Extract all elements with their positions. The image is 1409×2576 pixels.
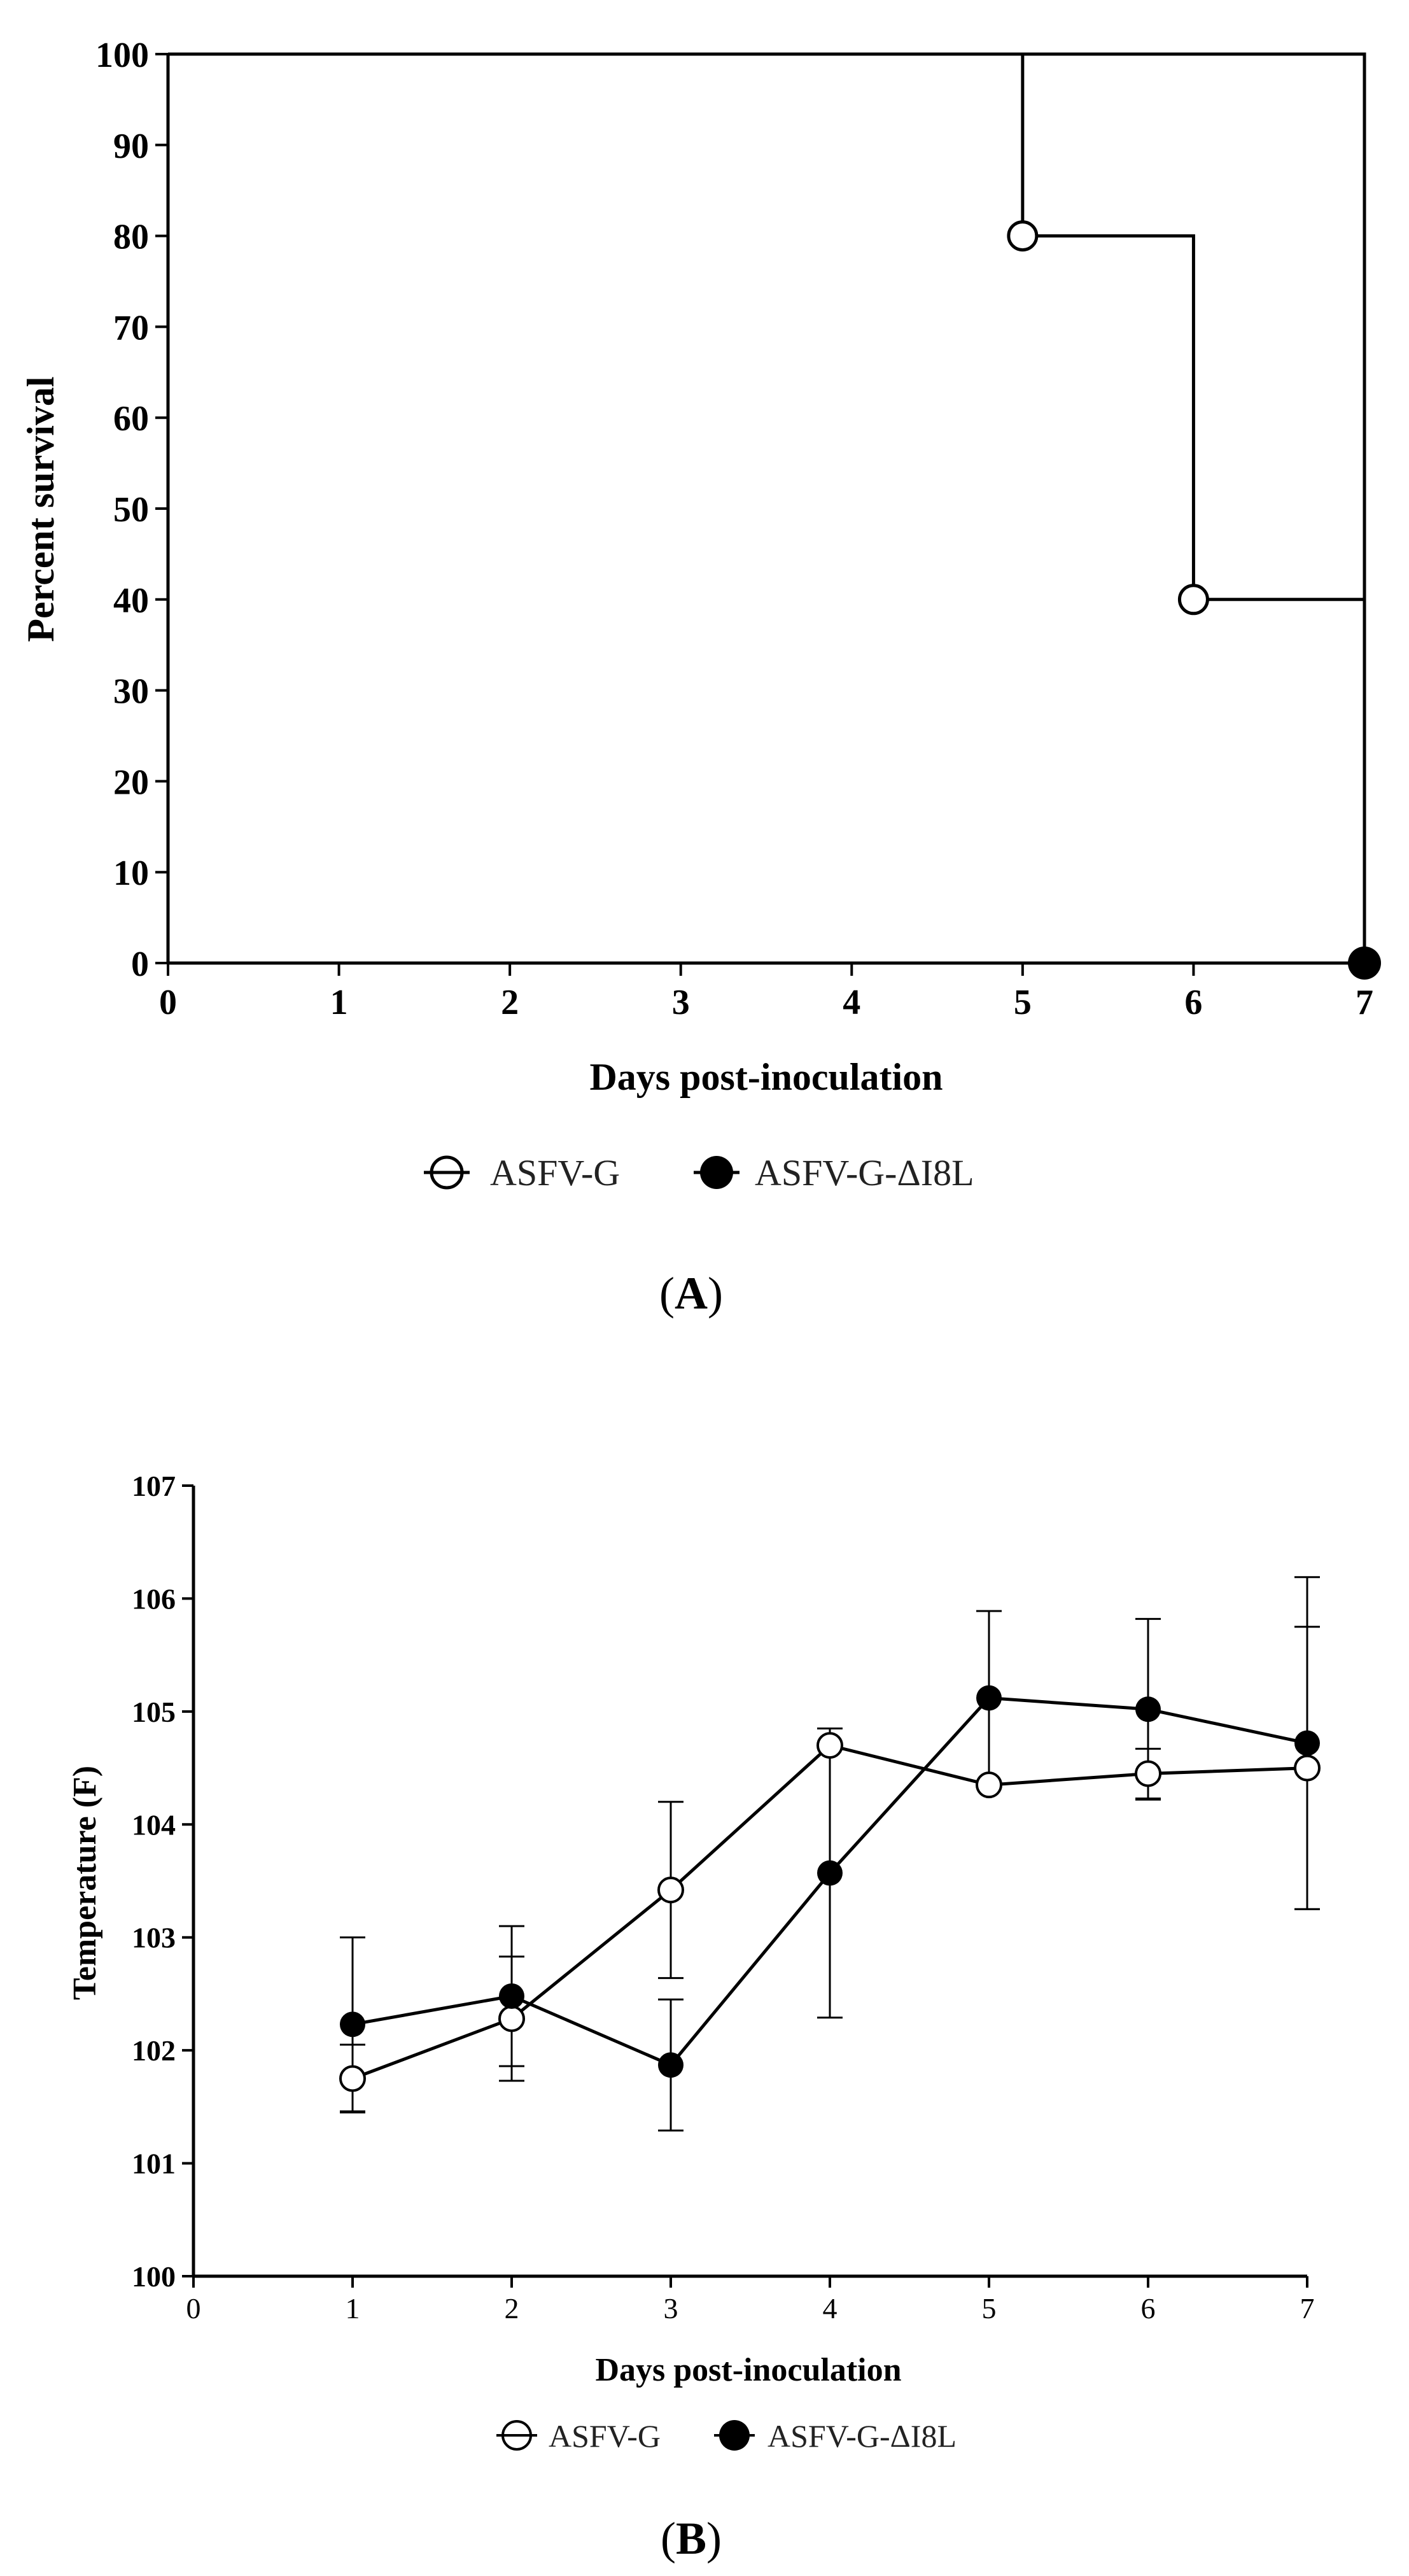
survival-chart: 0 10 20 30 40 50 60 70 80 90 100 0 1 2 3 4 5 6 7 Days post… (20, 36, 1381, 1319)
temperature-y-tick-label: 104 (132, 1808, 176, 1841)
survival-x-tick-label: 6 (1184, 983, 1202, 1022)
survival-x-tick-label: 2 (501, 983, 519, 1022)
temperature-x-tick-label: 0 (186, 2292, 201, 2325)
temperature-point-asfv-g (339, 2065, 366, 2092)
survival-x-tick-label: 4 (843, 983, 860, 1022)
survival-y-tick-label: 40 (113, 581, 149, 621)
temperature-y-tick-label: 107 (132, 1470, 176, 1502)
temperature-y-tick-label: 100 (132, 2260, 176, 2293)
legend-label-asfv-g-di8l: ASFV-G-ΔI8L (768, 2418, 957, 2454)
temperature-y-tick-label: 101 (132, 2148, 176, 2180)
temperature-legend: ASFV-G ASFV-G-ΔI8L (496, 2418, 957, 2454)
survival-x-tick-label: 3 (672, 983, 690, 1022)
survival-x-tick-label: 5 (1014, 983, 1032, 1022)
temperature-chart: 100 101 102 103 104 105 106 107 0 1 2 3 4 5 6 7 Days po… (67, 1470, 1321, 2564)
temperature-point-asfv-g (498, 2005, 525, 2032)
temperature-point-asfv-g (817, 1732, 843, 1759)
survival-point-asfv-g-di8l (1348, 947, 1381, 980)
temperature-point-asfv-g (976, 1771, 1002, 1799)
panel-label-b: (B) (661, 2513, 722, 2564)
temperature-point-asfv-g-di8l (499, 1983, 524, 2009)
temperature-point-asfv-g (657, 1876, 684, 1904)
temperature-y-tick-label: 106 (132, 1582, 176, 1615)
legend-label-asfv-g: ASFV-G (549, 2418, 661, 2454)
survival-line-asfv-g (168, 52, 1364, 602)
temperature-y-tick-label: 102 (132, 2034, 176, 2067)
survival-y-tick-label: 30 (113, 672, 149, 712)
temperature-y-axis-title: Temperature (F) (67, 1766, 103, 2000)
temperature-x-axis-title: Days post-inoculation (595, 2352, 901, 2388)
survival-point-asfv-g (1177, 584, 1209, 616)
survival-x-tick-label: 1 (330, 983, 348, 1022)
survival-y-tick-label: 50 (113, 490, 149, 530)
temperature-y-tick-label: 103 (132, 1922, 176, 1954)
survival-point-asfv-g (1007, 220, 1039, 252)
temperature-x-tick-label: 5 (982, 2292, 997, 2325)
temperature-x-tick-label: 3 (664, 2292, 678, 2325)
temperature-x-tick-label: 6 (1141, 2292, 1156, 2325)
temperature-x-tick-label: 1 (346, 2292, 360, 2325)
legend-label-asfv-g-di8l: ASFV-G-ΔI8L (755, 1152, 974, 1193)
temperature-point-asfv-g-di8l (1294, 1730, 1320, 1756)
temperature-point-asfv-g-di8l (817, 1860, 843, 1886)
temperature-point-asfv-g-di8l (1135, 1696, 1161, 1722)
temperature-x-tick-label: 2 (505, 2292, 519, 2325)
temperature-point-asfv-g (1294, 1754, 1321, 1782)
survival-y-tick-label: 20 (113, 763, 149, 802)
survival-x-tick-label: 0 (159, 983, 177, 1022)
survival-x-axis-title: Days post-inoculation (589, 1056, 943, 1098)
survival-x-tick-label: 7 (1356, 983, 1373, 1022)
panel-label-a: (A) (659, 1268, 723, 1319)
survival-y-tick-label: 10 (113, 854, 149, 893)
temperature-point-asfv-g (1135, 1760, 1161, 1787)
temperature-y-tick-label: 105 (132, 1696, 176, 1728)
temperature-point-asfv-g-di8l (340, 2011, 365, 2038)
survival-line-asfv-g-di8l (168, 52, 1366, 963)
temperature-point-asfv-g-di8l (658, 2052, 683, 2078)
survival-y-axis-title: Percent survival (20, 376, 62, 642)
survival-y-tick-label: 0 (131, 945, 149, 984)
legend-label-asfv-g: ASFV-G (490, 1152, 620, 1193)
temperature-x-tick-label: 4 (823, 2292, 838, 2325)
survival-legend: ASFV-G ASFV-G-ΔI8L (424, 1152, 974, 1193)
temperature-point-asfv-g-di8l (976, 1685, 1002, 1711)
survival-y-tick-label: 100 (95, 36, 149, 75)
survival-y-tick-label: 90 (113, 127, 149, 166)
survival-y-tick-label: 70 (113, 308, 149, 348)
temperature-x-tick-label: 7 (1300, 2292, 1315, 2325)
survival-y-tick-label: 80 (113, 218, 149, 257)
survival-y-tick-label: 60 (113, 399, 149, 439)
